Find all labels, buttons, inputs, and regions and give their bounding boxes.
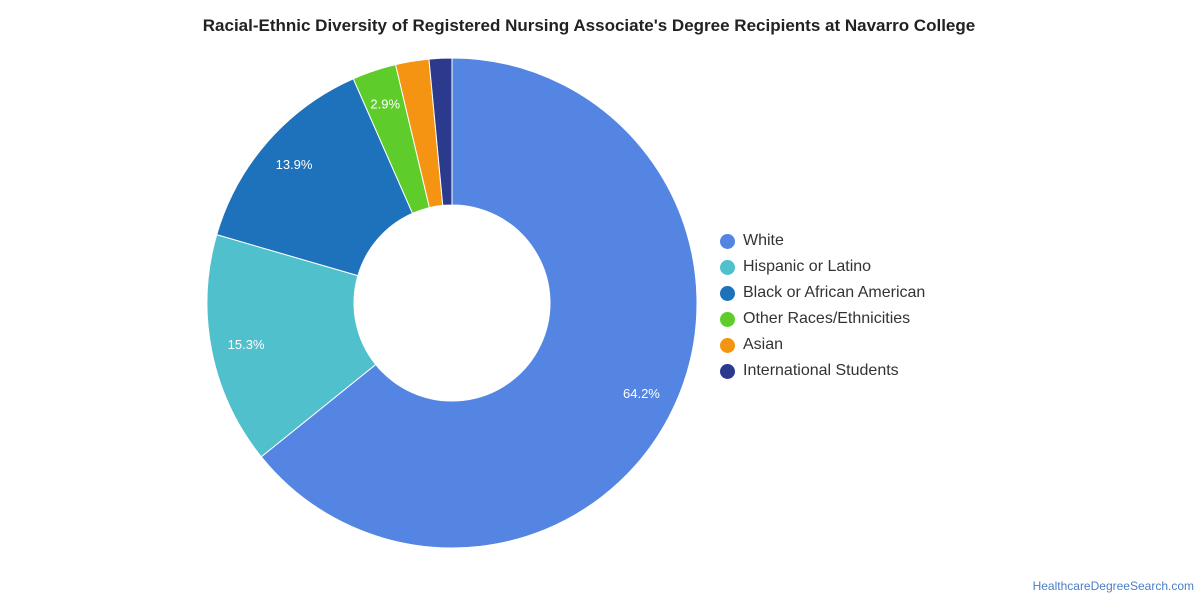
legend-item-black-or-african-american[interactable]: Black or African American bbox=[720, 280, 925, 306]
slice-label-other-races-ethnicities: 2.9% bbox=[370, 96, 400, 111]
slice-hispanic-or-latino[interactable] bbox=[206, 234, 377, 458]
legend-marker-icon bbox=[720, 285, 735, 301]
legend-label: Black or African American bbox=[743, 284, 926, 301]
legend-marker-icon bbox=[720, 259, 735, 275]
slice-label-black-or-african-american: 13.9% bbox=[276, 157, 313, 172]
legend-label: Other Races/Ethnicities bbox=[743, 310, 911, 327]
legend: White Hispanic or Latino Black or African … bbox=[720, 228, 925, 384]
legend-item-other-races-ethnicities[interactable]: Other Races/Ethnicities bbox=[720, 306, 925, 332]
legend-item-asian[interactable]: Asian bbox=[720, 332, 925, 358]
legend-label: Hispanic or Latino bbox=[743, 258, 872, 275]
slice-labels-group: 64.2% 15.3% 13.9% 2.9% bbox=[228, 96, 661, 401]
legend-item-international-students[interactable]: International Students bbox=[720, 358, 925, 384]
chart-title: Racial-Ethnic Diversity of Registered Nu… bbox=[202, 16, 976, 35]
legend-item-white[interactable]: White bbox=[720, 228, 925, 254]
legend-marker-icon bbox=[720, 363, 735, 379]
legend-label: White bbox=[743, 232, 784, 249]
source-link[interactable]: HealthcareDegreeSearch.com bbox=[1032, 579, 1194, 593]
slice-white[interactable] bbox=[260, 57, 698, 549]
legend-label: Asian bbox=[743, 336, 784, 353]
slice-black-or-african-american[interactable] bbox=[216, 78, 414, 277]
slices-group bbox=[206, 57, 698, 549]
legend-label: International Students bbox=[743, 362, 899, 379]
legend-marker-icon bbox=[720, 337, 735, 353]
slice-label-white: 64.2% bbox=[623, 386, 660, 401]
slice-international-students[interactable] bbox=[428, 57, 453, 206]
slice-label-hispanic-or-latino: 15.3% bbox=[228, 337, 265, 352]
legend-item-hispanic-or-latino[interactable]: Hispanic or Latino bbox=[720, 254, 925, 280]
legend-marker-icon bbox=[720, 233, 735, 249]
legend-marker-icon bbox=[720, 311, 735, 327]
